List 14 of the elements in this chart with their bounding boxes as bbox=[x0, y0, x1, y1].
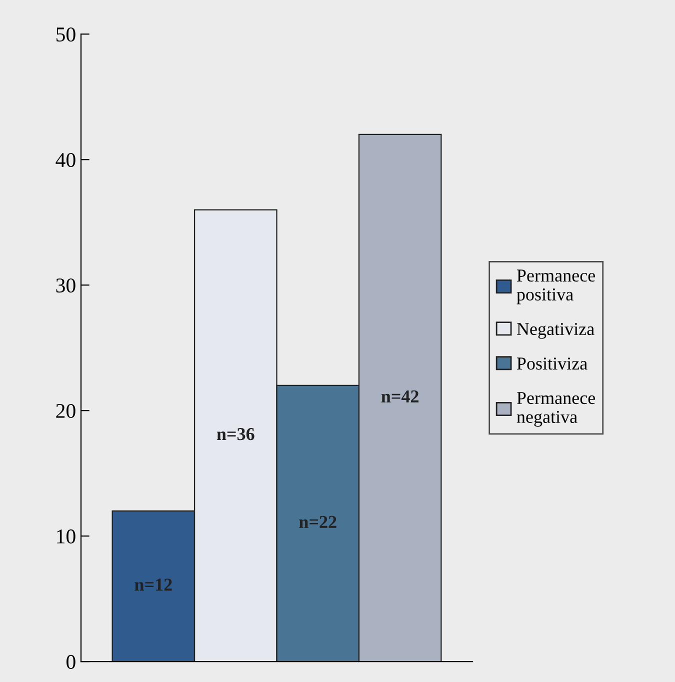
y-tick-label: 0 bbox=[66, 654, 76, 669]
legend-label: Permanece positiva bbox=[516, 270, 596, 304]
y-tick-label: 40 bbox=[56, 152, 76, 168]
data-label: n=12 bbox=[134, 578, 172, 591]
y-tick-label: 20 bbox=[56, 404, 76, 418]
legend-label: Permanece negativa bbox=[516, 392, 596, 427]
y-tick-label: 50 bbox=[56, 27, 76, 42]
y-tick-label: 30 bbox=[56, 278, 76, 293]
y-tick-label: 10 bbox=[57, 529, 76, 544]
data-label: n=22 bbox=[299, 516, 336, 528]
data-label: n=42 bbox=[381, 390, 418, 402]
legend-label: Positiviza bbox=[516, 358, 588, 370]
legend-label: Negativiza bbox=[516, 322, 594, 339]
data-label: n=36 bbox=[216, 428, 254, 440]
